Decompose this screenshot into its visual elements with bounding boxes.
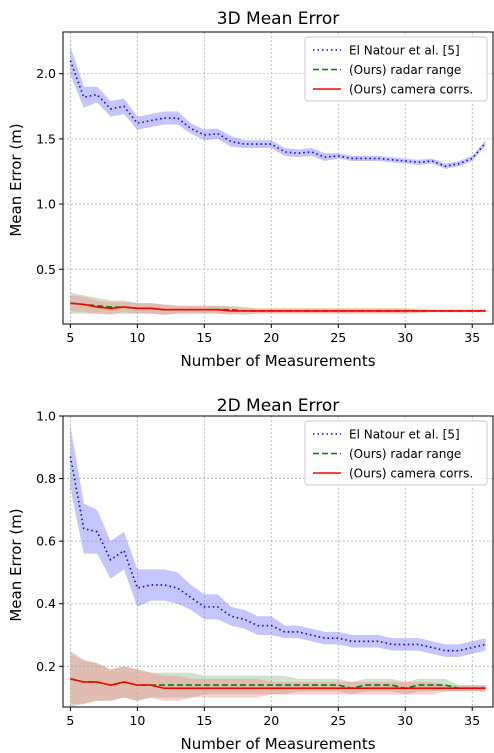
confidence-band [70, 653, 486, 704]
x-ticks: 5 10 15 20 25 30 35 [66, 707, 480, 728]
y-ticks: 0.2 0.4 0.6 0.8 1.0 [36, 409, 63, 674]
legend-label: El Natour et al. [5] [349, 427, 460, 441]
x-axis-label: Number of Measurements [180, 352, 375, 370]
series-line [69, 456, 486, 652]
y-tick-label: 0.6 [36, 534, 56, 549]
y-tick-label: 1.0 [36, 197, 56, 212]
x-axis-label: Number of Measurements [180, 735, 375, 753]
legend-box [304, 420, 488, 486]
y-tick-label: 0.8 [36, 471, 56, 486]
confidence-band [70, 46, 486, 169]
y-tick-label: 0.2 [36, 659, 56, 674]
x-tick-label: 30 [397, 330, 413, 345]
series-lines [69, 456, 486, 690]
x-tick-label: 5 [66, 713, 74, 728]
y-axis-label: Mean Error (m) [7, 123, 25, 236]
x-tick-label: 20 [263, 330, 279, 345]
y-ticks: 0.5 1.0 1.5 2.0 [36, 66, 63, 277]
confidence-band [70, 295, 486, 315]
chart-title: 3D Mean Error [217, 9, 339, 29]
axes-frame [62, 415, 494, 708]
y-axis-label: Mean Error (m) [7, 508, 25, 621]
y-tick-label: 1.0 [36, 409, 56, 424]
x-tick-label: 20 [263, 713, 279, 728]
confidence-band [70, 650, 486, 707]
series-line [70, 302, 486, 312]
legend-label: (Ours) radar range [349, 63, 461, 77]
confidence-band [70, 425, 486, 657]
x-tick-label: 15 [196, 713, 212, 728]
legend-label: (Ours) camera corrs. [349, 82, 473, 96]
y-tick-label: 1.5 [36, 131, 56, 146]
x-tick-label: 35 [464, 713, 480, 728]
x-tick-label: 15 [196, 330, 212, 345]
chart-2d-mean-error: 2D Mean Error Number of Measurements Mea… [7, 396, 494, 753]
series-line [70, 678, 486, 690]
x-tick-label: 30 [397, 713, 413, 728]
legend-box [304, 36, 488, 102]
x-tick-label: 5 [66, 330, 74, 345]
y-tick-label: 2.0 [36, 66, 56, 81]
series-lines [69, 60, 487, 312]
series-line [69, 60, 487, 168]
x-ticks: 5 10 15 20 25 30 35 [66, 324, 480, 345]
x-tick-label: 25 [330, 330, 346, 345]
legend-label: (Ours) radar range [349, 447, 461, 461]
y-tick-label: 0.4 [36, 596, 56, 611]
x-tick-label: 35 [464, 330, 480, 345]
confidence-bands [70, 425, 486, 707]
x-tick-label: 10 [129, 330, 145, 345]
legend-label: (Ours) camera corrs. [349, 466, 473, 480]
chart-3d-mean-error: 3D Mean Error Number of Measurements Mea… [7, 9, 494, 370]
legend-label: El Natour et al. [5] [349, 43, 460, 57]
chart-title: 2D Mean Error [217, 396, 339, 416]
legend: El Natour et al. [5] (Ours) radar range (O… [304, 36, 488, 102]
legend: El Natour et al. [5] (Ours) radar range (O… [304, 420, 488, 486]
y-tick-label: 0.5 [36, 262, 56, 277]
series-line [70, 678, 486, 690]
x-tick-label: 25 [330, 713, 346, 728]
axes-frame [62, 31, 494, 325]
x-tick-label: 10 [129, 713, 145, 728]
